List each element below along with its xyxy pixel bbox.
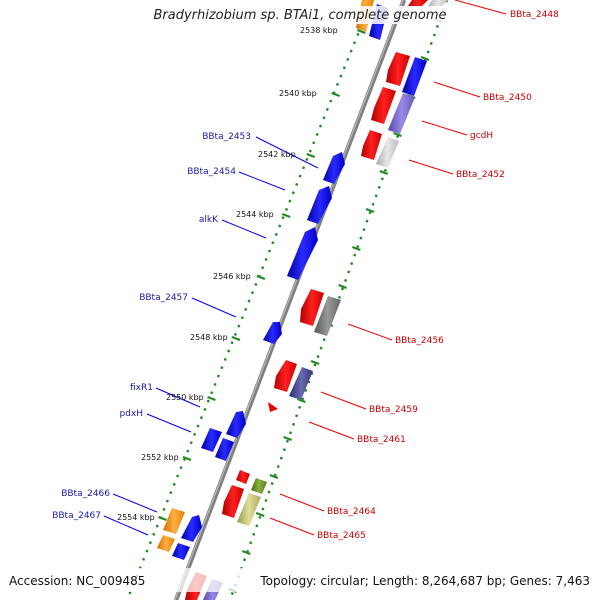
ring-tick [269,473,279,480]
label-alkk[interactable]: alkK [199,215,219,225]
cds-group-right [185,0,448,600]
tick-label-2550: 2550 kbp [166,393,204,402]
ring-tick [306,152,316,159]
tick-label-2554: 2554 kbp [117,513,155,522]
inner-right-ring [228,0,449,600]
label-bbta-2467[interactable]: BBta_2467 [52,511,101,521]
tick-labels: 2538 kbp 2540 kbp 2542 kbp 2544 kbp 2546… [117,26,338,522]
tick-label-2542: 2542 kbp [258,150,296,159]
ring-tick [231,335,241,342]
cds-bbta-2464-red[interactable] [236,470,250,484]
cds-bbta-2465-red[interactable] [222,485,244,518]
label-bbta-2457[interactable]: BBta_2457 [139,293,188,303]
cds-bbta-2459-purple[interactable] [289,367,313,400]
label-bbta-2465[interactable]: BBta_2465 [317,531,366,541]
right-gene-labels: BBta_2448 BBta_2450 gcdH BBta_2452 BBta_… [269,0,559,541]
cds-bbta-2467-blue[interactable] [172,543,190,560]
cds-gcdh-red[interactable] [361,130,382,160]
label-bbta-2464[interactable]: BBta_2464 [327,507,376,517]
cds-bbta-2449b[interactable] [402,57,427,96]
left-gene-labels: BBta_2453 BBta_2454 alkK BBta_2457 fixR1… [52,132,319,536]
ring-tick [296,397,306,404]
cds-pdxh-1[interactable] [201,428,222,452]
tick-label-2538: 2538 kbp [300,26,338,35]
cds-bbta-2454[interactable] [307,186,332,224]
ring-tick [331,91,341,98]
label-bbta-2459[interactable]: BBta_2459 [369,405,418,415]
ring-tick [310,359,320,366]
cds-bbta-2467-orange[interactable] [157,535,175,552]
ring-tick [255,511,265,518]
tick-label-2540: 2540 kbp [279,89,317,98]
footer-backdrop [0,568,600,592]
title-backdrop [140,6,462,24]
label-fixr1[interactable]: fixR1 [130,383,153,393]
cds-fixr1[interactable] [226,411,246,438]
ring-tick [207,395,216,402]
tick-label-2546: 2546 kbp [213,272,251,281]
inner-left-ring [125,0,374,600]
label-bbta-2456[interactable]: BBta_2456 [395,336,444,346]
map-title: Bradyrhizobium sp. BTAi1, complete genom… [153,8,447,23]
ring-tick [356,28,366,35]
ring-tick [241,549,251,556]
cds-bbta-2449-red[interactable] [386,52,410,86]
label-bbta-2452[interactable]: BBta_2452 [456,170,505,180]
ring-tick [281,212,291,219]
cds-bbta-2450-red[interactable] [371,87,396,124]
label-bbta-2466[interactable]: BBta_2466 [61,489,110,499]
tick-label-2544: 2544 kbp [236,210,274,219]
ring-tick [420,55,430,62]
label-bbta-2461[interactable]: BBta_2461 [357,435,406,445]
ring-tick [379,169,389,176]
label-bbta-2448[interactable]: BBta_2448 [510,10,559,20]
ring-tick [393,131,402,138]
genome-backbone-highlight [174,0,404,600]
label-bbta-2450[interactable]: BBta_2450 [483,93,532,103]
ring-tick [256,274,266,281]
cds-alkk[interactable] [287,227,318,280]
cds-bbta-2450-purple[interactable] [388,93,415,134]
cds-bbta-2456-gray[interactable] [314,296,341,336]
cds-bbta-2466-blue[interactable] [181,515,202,542]
tick-label-2552: 2552 kbp [141,453,179,462]
cds-bbta-2453[interactable] [323,152,345,184]
cds-bbta-2456-red[interactable] [300,289,324,326]
cds-bbta-2461[interactable] [268,402,278,412]
topology-text: Topology: circular; Length: 8,264,687 bp… [260,574,590,588]
label-bbta-2453[interactable]: BBta_2453 [202,132,251,142]
accession-text: Accession: NC_009485 [9,574,146,588]
cds-bbta-2465-khaki[interactable] [237,493,261,526]
ring-tick [283,435,292,442]
ring-tick [351,245,361,252]
cds-bbta-2459-red[interactable] [274,360,297,392]
label-bbta-2454[interactable]: BBta_2454 [187,167,236,177]
ring-tick [158,515,167,522]
ring-tick [182,455,192,462]
tick-label-2548: 2548 kbp [190,333,228,342]
ring-tick [365,207,375,214]
cds-bbta-2448-gray[interactable] [428,0,448,6]
cds-pdxh-2[interactable] [215,438,234,461]
label-pdxh[interactable]: pdxH [119,409,143,419]
cds-bbta-2448-red[interactable] [408,0,428,6]
cds-bbta-2457[interactable] [263,322,282,344]
genome-backbone [173,0,407,600]
cds-gcdh-gray[interactable] [376,137,399,168]
label-gcdh[interactable]: gcdH [470,131,493,141]
cds-bbta-2464-olive[interactable] [251,478,267,494]
cds-bbta-2466-orange[interactable] [163,508,185,534]
ring-tick [338,283,347,290]
